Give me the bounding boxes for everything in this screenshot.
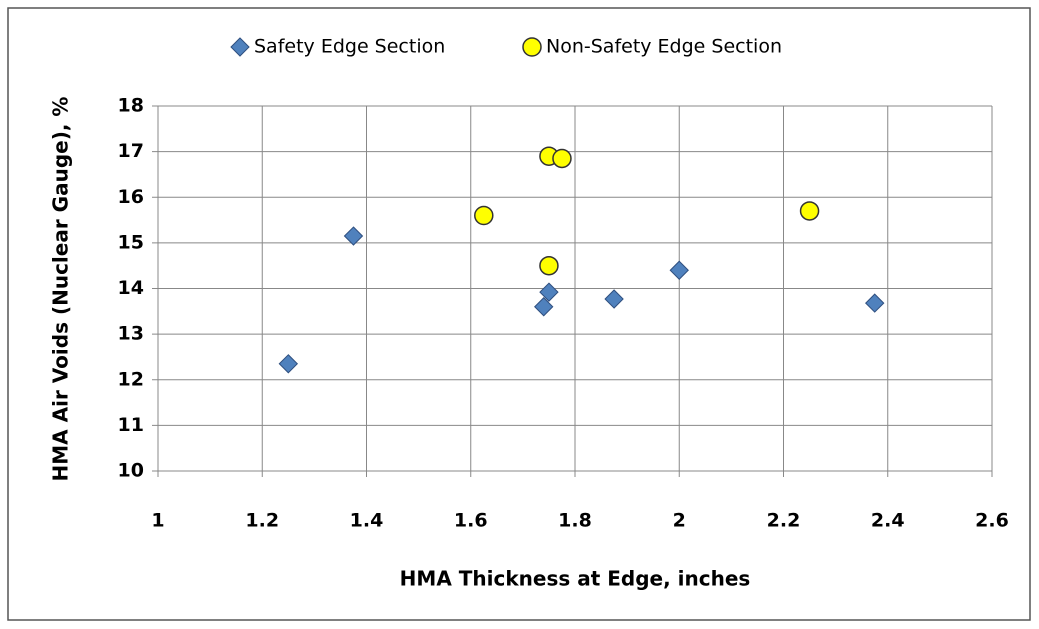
point: [278, 354, 299, 374]
y-tick-label: 17: [118, 140, 144, 162]
point: [539, 255, 559, 276]
legend-label: Non-Safety Edge Section: [546, 36, 782, 58]
y-tick-label: 11: [118, 414, 144, 436]
point: [865, 293, 885, 313]
legend-marker: [230, 37, 250, 57]
point: [474, 205, 494, 226]
x-axis-label: HMA Thickness at Edge, inches: [400, 567, 751, 591]
legend-marker: [522, 37, 542, 57]
y-axis-label: HMA Air Voids (Nuclear Gauge), %: [49, 97, 73, 482]
y-tick-label: 16: [118, 186, 144, 208]
x-tick-label: 1: [151, 510, 164, 532]
point: [604, 289, 624, 309]
point: [343, 226, 364, 246]
point: [534, 297, 554, 317]
point: [539, 282, 559, 302]
x-tick-label: 1.8: [558, 510, 592, 532]
point: [552, 148, 572, 169]
point: [799, 201, 820, 221]
x-tick-label: 2.4: [871, 510, 905, 532]
y-tick-label: 12: [118, 368, 144, 390]
x-tick-label: 2.6: [975, 510, 1009, 532]
y-tick-label: 14: [118, 277, 144, 299]
chart-frame: [7, 7, 1031, 621]
y-tick-label: 13: [118, 323, 144, 345]
y-tick-label: 15: [118, 231, 144, 253]
x-tick-label: 2.2: [767, 510, 801, 532]
y-tick-label: 10: [118, 460, 144, 482]
point: [669, 260, 689, 280]
legend-label: Safety Edge Section: [254, 36, 445, 58]
x-tick-label: 1.4: [350, 510, 384, 532]
y-tick-label: 18: [118, 95, 144, 117]
x-tick-label: 1.2: [245, 510, 279, 532]
x-tick-label: 1.6: [454, 510, 488, 532]
x-tick-label: 2: [673, 510, 686, 532]
